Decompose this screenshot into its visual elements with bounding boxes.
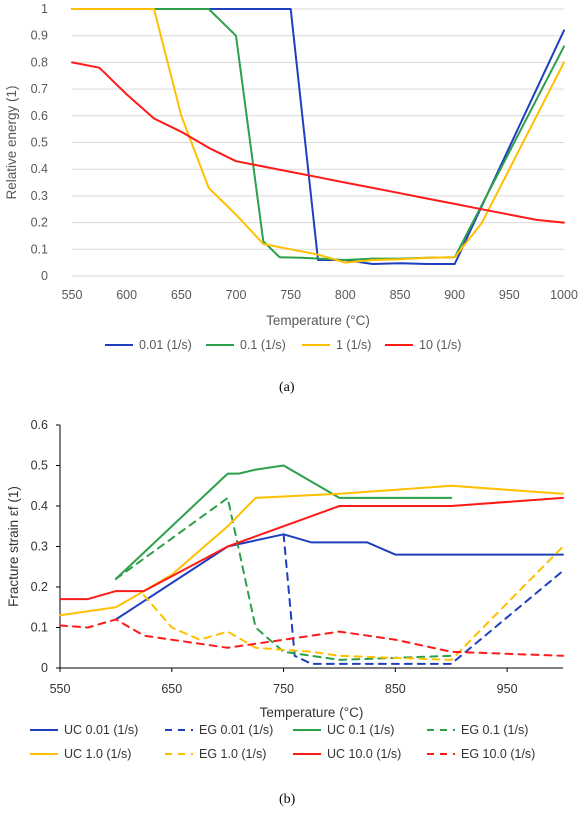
x-tick-label-5: 800 (335, 288, 356, 302)
x-tick-label-0: 550 (62, 288, 83, 302)
x-tick-label-4: 950 (497, 682, 518, 696)
legend-label-0: 0.01 (1/s) (139, 338, 192, 352)
series-line-uc-1-0-1-s- (59, 484, 564, 617)
x-axis-title: Temperature (°C) (260, 705, 364, 720)
y-tick-label-5: 0.5 (31, 136, 48, 150)
y-tick-label-3: 0.3 (31, 189, 48, 203)
x-tick-label-0: 550 (50, 682, 71, 696)
series-line-uc-0-01-1-s- (114, 533, 564, 621)
y-tick-label-0: 0 (41, 269, 48, 283)
y-axis-title: Relative energy (1) (4, 85, 19, 199)
y-tick-label-0: 0 (41, 661, 48, 675)
x-tick-label-8: 950 (499, 288, 520, 302)
y-tick-label-1: 0.1 (31, 242, 48, 256)
series-line-eg-0-01-1-s- (282, 533, 564, 665)
legend-label-0: UC 0.01 (1/s) (64, 723, 138, 737)
legend-label-5: EG 1.0 (1/s) (199, 747, 266, 761)
legend-label-1: 0.1 (1/s) (240, 338, 286, 352)
series-line-1-1-s- (71, 8, 565, 264)
legend-label-4: UC 1.0 (1/s) (64, 747, 131, 761)
y-tick-label-4: 0.4 (31, 162, 48, 176)
legend-label-2: UC 0.1 (1/s) (327, 723, 394, 737)
legend-label-7: EG 10.0 (1/s) (461, 747, 535, 761)
y-tick-label-1: 0.1 (31, 621, 48, 635)
series-line-uc-10-0-1-s- (59, 496, 564, 601)
y-tick-label-6: 0.6 (31, 418, 48, 432)
caption-b: (b) (279, 792, 296, 807)
legend-label-2: 1 (1/s) (336, 338, 371, 352)
series-line-eg-0-1-1-s- (114, 496, 453, 661)
y-tick-label-3: 0.3 (31, 540, 48, 554)
x-tick-label-7: 900 (444, 288, 465, 302)
y-tick-label-4: 0.4 (31, 499, 48, 513)
y-tick-label-7: 0.7 (31, 82, 48, 96)
y-tick-label-2: 0.2 (31, 216, 48, 230)
y-tick-label-8: 0.8 (31, 55, 48, 69)
x-tick-label-9: 1000 (550, 288, 578, 302)
series-line-uc-0-1-1-s- (114, 464, 453, 580)
y-tick-label-6: 0.6 (31, 109, 48, 123)
x-tick-label-6: 850 (390, 288, 411, 302)
chart-a: 0 0.1 0.2 0.3 0.4 0.5 0.6 0.7 0.8 0.9 1 550 600 650 70… (4, 2, 578, 352)
series-line-eg-10-0-1-s- (59, 618, 564, 657)
x-tick-label-2: 750 (273, 682, 294, 696)
x-tick-label-4: 750 (280, 288, 301, 302)
x-axis-title: Temperature (°C) (266, 313, 370, 328)
series-line-10-1-s- (71, 61, 565, 224)
series-line-0-01-1-s- (71, 8, 565, 265)
series-line-eg-1-0-1-s- (142, 545, 564, 661)
x-tick-label-3: 850 (385, 682, 406, 696)
legend-label-3: 10 (1/s) (419, 338, 461, 352)
x-tick-label-1: 650 (161, 682, 182, 696)
legend-label-6: UC 10.0 (1/s) (327, 747, 401, 761)
x-tick-label-3: 700 (226, 288, 247, 302)
legend-label-3: EG 0.1 (1/s) (461, 723, 528, 737)
x-tick-label-2: 650 (171, 288, 192, 302)
y-tick-label-9: 0.9 (31, 29, 48, 43)
y-tick-label-5: 0.5 (31, 459, 48, 473)
legend-label-1: EG 0.01 (1/s) (199, 723, 273, 737)
chart-b: 0 0.1 0.2 0.3 0.4 0.5 0.6 550 650 750 850 950 Temper… (6, 418, 564, 761)
caption-a: (a) (279, 380, 295, 395)
x-tick-label-1: 600 (116, 288, 137, 302)
y-axis-title: Fracture strain εf (1) (6, 486, 21, 607)
y-tick-label-2: 0.2 (31, 580, 48, 594)
y-tick-label-10: 1 (41, 2, 48, 16)
